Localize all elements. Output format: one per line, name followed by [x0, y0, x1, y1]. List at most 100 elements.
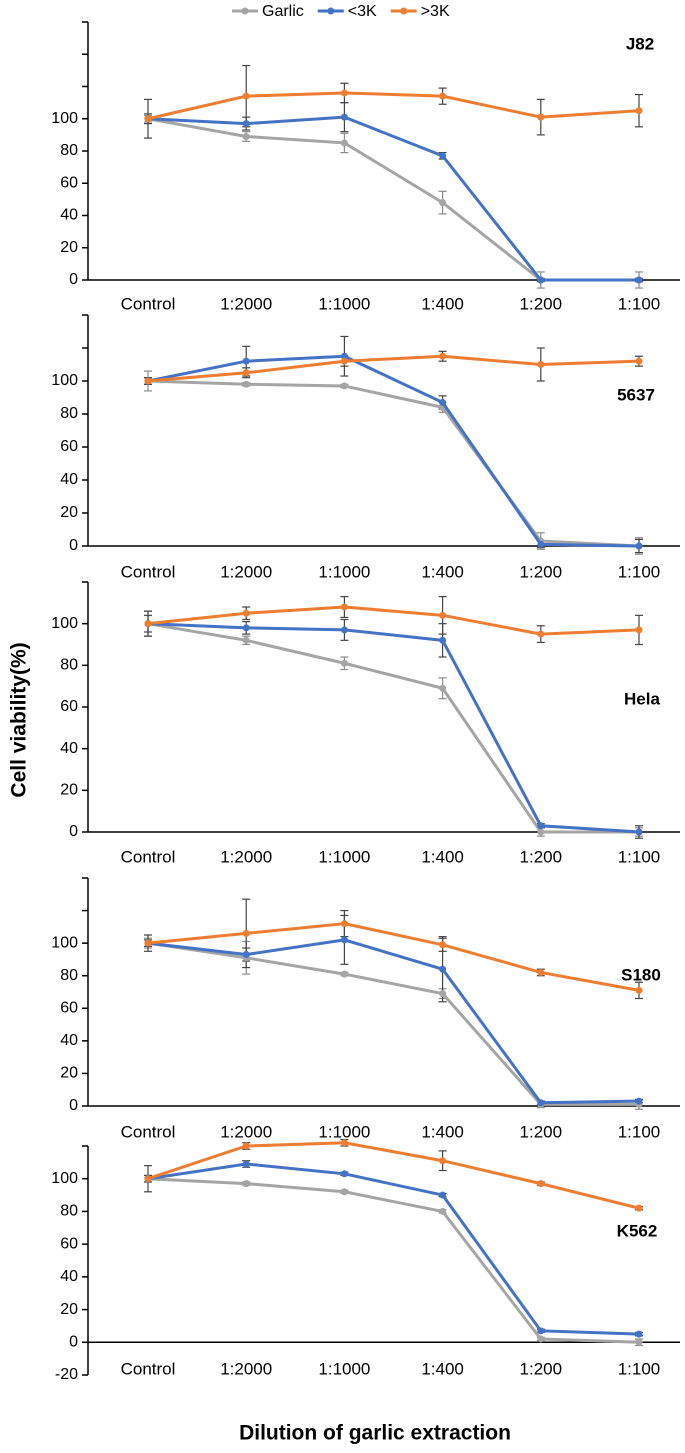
y-tick-label: 80 [60, 967, 78, 984]
x-tick-label: 1:200 [520, 1359, 563, 1378]
point [439, 611, 447, 619]
point [144, 620, 152, 628]
series-line [147, 354, 640, 383]
point [439, 152, 447, 160]
point [537, 630, 545, 638]
x-tick-label: 1:1000 [318, 847, 370, 866]
point [635, 357, 643, 365]
point [242, 120, 250, 128]
point [242, 1180, 250, 1188]
point [439, 636, 447, 644]
y-tick-label: 100 [51, 615, 78, 632]
panel-title: S180 [621, 965, 661, 984]
x-tick-label: 1:1000 [318, 1122, 370, 1141]
x-tick-label: 1:400 [421, 562, 464, 581]
point [242, 1160, 250, 1168]
point [340, 603, 348, 611]
point [439, 352, 447, 360]
series-line [147, 91, 640, 121]
x-tick-label: Control [121, 847, 176, 866]
point [439, 990, 447, 998]
point [635, 626, 643, 634]
y-tick-label: 20 [60, 239, 78, 256]
y-tick-label: 40 [60, 740, 78, 757]
point [340, 970, 348, 978]
point [340, 89, 348, 97]
point [537, 540, 545, 548]
x-tick-label: 1:1000 [318, 562, 370, 581]
point [635, 828, 643, 836]
point [144, 939, 152, 947]
point [242, 380, 250, 388]
point [439, 965, 447, 973]
point [242, 357, 250, 365]
y-tick-label: 80 [60, 142, 78, 159]
x-tick-label: 1:100 [618, 1359, 661, 1378]
y-tick-label: 80 [60, 405, 78, 422]
series-line [147, 354, 640, 548]
x-tick-label: 1:400 [421, 1122, 464, 1141]
point [635, 276, 643, 284]
series-line [147, 622, 640, 834]
point [340, 920, 348, 928]
point [537, 822, 545, 830]
point [340, 626, 348, 634]
series-line [147, 379, 640, 548]
series-line [147, 1177, 640, 1344]
x-tick-label: Control [121, 562, 176, 581]
point [439, 92, 447, 100]
y-tick-label: 20 [60, 782, 78, 799]
y-tick-label: 60 [60, 1235, 78, 1252]
y-tick-label: 100 [51, 1170, 78, 1187]
point [439, 1157, 447, 1165]
y-tick-label: 60 [60, 698, 78, 715]
point [340, 1188, 348, 1196]
point [144, 1175, 152, 1183]
point [242, 951, 250, 959]
x-tick-label: 1:2000 [220, 1122, 272, 1141]
point [439, 684, 447, 692]
point [340, 382, 348, 390]
y-tick-label: 20 [60, 504, 78, 521]
x-tick-label: 1:200 [520, 847, 563, 866]
x-tick-label: 1:2000 [220, 294, 272, 313]
y-tick-label: 0 [69, 1334, 78, 1351]
y-tick-label: 0 [69, 823, 78, 840]
point [537, 1335, 545, 1343]
x-tick-label: 1:1000 [318, 294, 370, 313]
y-tick-label: 40 [60, 207, 78, 224]
x-tick-label: 1:200 [520, 1122, 563, 1141]
series-line [147, 605, 640, 636]
legend-label: >3K [421, 3, 450, 20]
x-tick-label: 1:100 [618, 1122, 661, 1141]
panel-title: Hela [624, 689, 660, 708]
point [242, 636, 250, 644]
panel-title: J82 [626, 34, 654, 53]
point [635, 1338, 643, 1346]
y-tick-label: 40 [60, 1032, 78, 1049]
y-tick-label: -20 [55, 1366, 78, 1383]
y-tick-label: 40 [60, 471, 78, 488]
x-tick-label: 1:400 [421, 847, 464, 866]
y-axis-label: Cell viability(%) [8, 642, 31, 797]
point [439, 398, 447, 406]
point [635, 1204, 643, 1212]
x-tick-label: 1:100 [618, 847, 661, 866]
point [242, 132, 250, 140]
point [537, 1180, 545, 1188]
point [537, 276, 545, 284]
y-tick-label: 100 [51, 372, 78, 389]
x-tick-label: 1:400 [421, 1359, 464, 1378]
y-tick-label: 60 [60, 1000, 78, 1017]
point [537, 968, 545, 976]
y-tick-label: 0 [69, 537, 78, 554]
point [242, 1142, 250, 1150]
x-tick-label: Control [121, 1359, 176, 1378]
legend-label: Garlic [262, 3, 304, 20]
point [340, 936, 348, 944]
panel-title: 5637 [617, 385, 655, 404]
series-line [147, 1162, 640, 1336]
point [340, 659, 348, 667]
y-tick-label: 20 [60, 1301, 78, 1318]
x-axis-label: Dilution of garlic extraction [239, 1422, 511, 1445]
